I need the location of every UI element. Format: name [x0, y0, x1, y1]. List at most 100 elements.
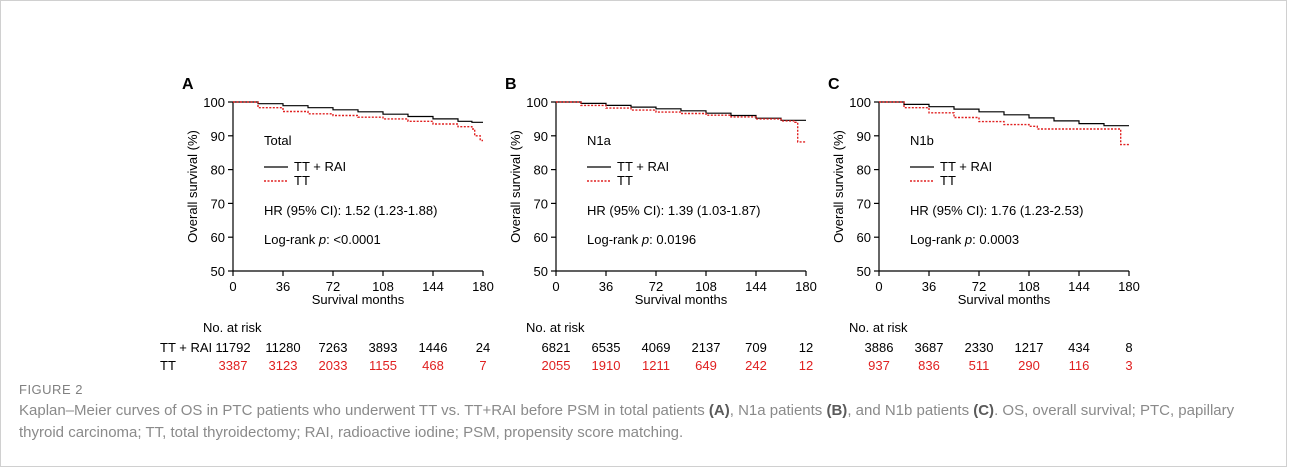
legend-label-tt: TT — [940, 173, 956, 188]
x-tick-label: 108 — [695, 279, 717, 294]
at-risk-value-tt-rai: 4069 — [642, 340, 671, 355]
at-risk-value-tt-rai: 2330 — [965, 340, 994, 355]
series-line-tt-rai — [233, 101, 483, 123]
at-risk-value-tt-rai: 7263 — [319, 340, 348, 355]
at-risk-value-tt: 1211 — [642, 358, 670, 373]
at-risk-value-tt: 242 — [745, 358, 767, 373]
logrank-p: p — [641, 232, 649, 247]
x-axis-label: Survival months — [635, 292, 728, 307]
x-tick-label: 144 — [1068, 279, 1090, 294]
at-risk-value-tt: 3123 — [269, 358, 298, 373]
at-risk-value-tt-rai: 1217 — [1015, 340, 1044, 355]
y-tick-label: 70 — [857, 196, 871, 211]
at-risk-value-tt-rai: 6821 — [542, 340, 571, 355]
panel-letter: B — [505, 76, 517, 93]
y-tick-label: 90 — [211, 129, 225, 144]
logrank-p: p — [964, 232, 972, 247]
legend-label-tt-rai: TT + RAI — [617, 159, 669, 174]
x-tick-label: 180 — [1118, 279, 1140, 294]
at-risk-value-tt: 3387 — [219, 358, 248, 373]
at-risk-title: No. at risk — [203, 320, 262, 335]
series-line-tt-rai — [556, 101, 806, 121]
logrank-text: Log-rank p: 0.0003 — [910, 232, 1019, 247]
at-risk-value-tt: 2033 — [319, 358, 348, 373]
at-risk-value-tt: 12 — [799, 358, 813, 373]
hr-text: HR (95% CI): 1.52 (1.23-1.88) — [264, 203, 437, 218]
y-tick-label: 60 — [534, 230, 548, 245]
logrank-p: p — [318, 232, 326, 247]
y-tick-label: 80 — [211, 163, 225, 178]
y-tick-label: 50 — [534, 264, 548, 279]
x-tick-label: 0 — [229, 279, 236, 294]
figure-caption: Kaplan–Meier curves of OS in PTC patient… — [19, 400, 1269, 444]
at-risk-value-tt-rai: 2137 — [692, 340, 721, 355]
y-tick-label: 70 — [211, 196, 225, 211]
y-tick-label: 100 — [526, 95, 548, 110]
legend-label-tt-rai: TT + RAI — [940, 159, 992, 174]
at-risk-value-tt: 116 — [1069, 358, 1090, 373]
panel-c: C 50 60 70 80 90 100 0 36 72 108 144 180 Survival mon… — [828, 76, 1140, 373]
panel-b: B 50 60 70 80 90 100 0 36 72 108 144 180 Survival mon… — [505, 76, 817, 373]
x-tick-label: 0 — [875, 279, 882, 294]
at-risk-title: No. at risk — [526, 320, 585, 335]
subgroup-label: Total — [264, 133, 292, 148]
at-risk-value-tt-rai: 8 — [1125, 340, 1132, 355]
at-risk-value-tt: 649 — [695, 358, 717, 373]
caption-text: . OS, overall survival; PTC, papillary t… — [19, 402, 1235, 441]
caption-panel-ref: (C) — [973, 402, 995, 419]
at-risk-value-tt-rai: 709 — [745, 340, 767, 355]
at-risk-value-tt-rai: 3893 — [369, 340, 398, 355]
panel-letter: A — [182, 76, 194, 93]
at-risk-value-tt: 511 — [969, 358, 990, 373]
x-tick-label: 72 — [972, 279, 986, 294]
at-risk-value-tt-rai: 12 — [799, 340, 813, 355]
legend-label-tt: TT — [617, 173, 633, 188]
x-tick-label: 36 — [922, 279, 936, 294]
at-risk-value-tt: 836 — [918, 358, 940, 373]
x-tick-label: 144 — [745, 279, 767, 294]
y-tick-label: 80 — [534, 163, 548, 178]
logrank-prefix: Log-rank — [910, 232, 965, 247]
x-tick-label: 180 — [795, 279, 817, 294]
logrank-text: Log-rank p: <0.0001 — [264, 232, 381, 247]
caption-panel-ref: (A) — [708, 402, 730, 419]
logrank-prefix: Log-rank — [264, 232, 319, 247]
y-tick-label: 60 — [857, 230, 871, 245]
subgroup-label: N1b — [910, 133, 934, 148]
x-axis-label: Survival months — [958, 292, 1051, 307]
x-tick-label: 72 — [326, 279, 340, 294]
at-risk-value-tt-rai: 11280 — [265, 340, 300, 355]
caption-text: Kaplan–Meier curves of OS in PTC patient… — [19, 402, 709, 419]
at-risk-value-tt: 937 — [868, 358, 890, 373]
y-tick-label: 100 — [203, 95, 225, 110]
series-line-tt — [556, 101, 806, 143]
y-tick-label: 50 — [211, 264, 225, 279]
y-axis-label: Overall survival (%) — [508, 130, 523, 243]
x-tick-label: 36 — [276, 279, 290, 294]
at-risk-value-tt: 3 — [1125, 358, 1132, 373]
hr-text: HR (95% CI): 1.76 (1.23-2.53) — [910, 203, 1083, 218]
at-risk-value-tt-rai: 434 — [1068, 340, 1090, 355]
y-tick-label: 100 — [849, 95, 871, 110]
logrank-text: Log-rank p: 0.0196 — [587, 232, 696, 247]
x-axis-label: Survival months — [312, 292, 405, 307]
at-risk-row-label: TT — [160, 358, 176, 373]
y-tick-label: 70 — [534, 196, 548, 211]
hr-text: HR (95% CI): 1.39 (1.03-1.87) — [587, 203, 760, 218]
at-risk-value-tt-rai: 11792 — [215, 340, 250, 355]
y-tick-label: 50 — [857, 264, 871, 279]
caption-panel-ref: (B) — [826, 402, 848, 419]
caption-text: , N1a patients — [729, 402, 827, 419]
at-risk-value-tt-rai: 3886 — [865, 340, 894, 355]
x-tick-label: 0 — [552, 279, 559, 294]
at-risk-value-tt: 1155 — [369, 358, 397, 373]
y-axis-label: Overall survival (%) — [185, 130, 200, 243]
series-line-tt-rai — [879, 101, 1129, 127]
at-risk-title: No. at risk — [849, 320, 908, 335]
x-tick-label: 144 — [422, 279, 444, 294]
series-line-tt — [233, 101, 483, 142]
at-risk-value-tt-rai: 24 — [476, 340, 490, 355]
at-risk-value-tt-rai: 6535 — [592, 340, 621, 355]
caption-text: , and N1b patients — [847, 402, 974, 419]
